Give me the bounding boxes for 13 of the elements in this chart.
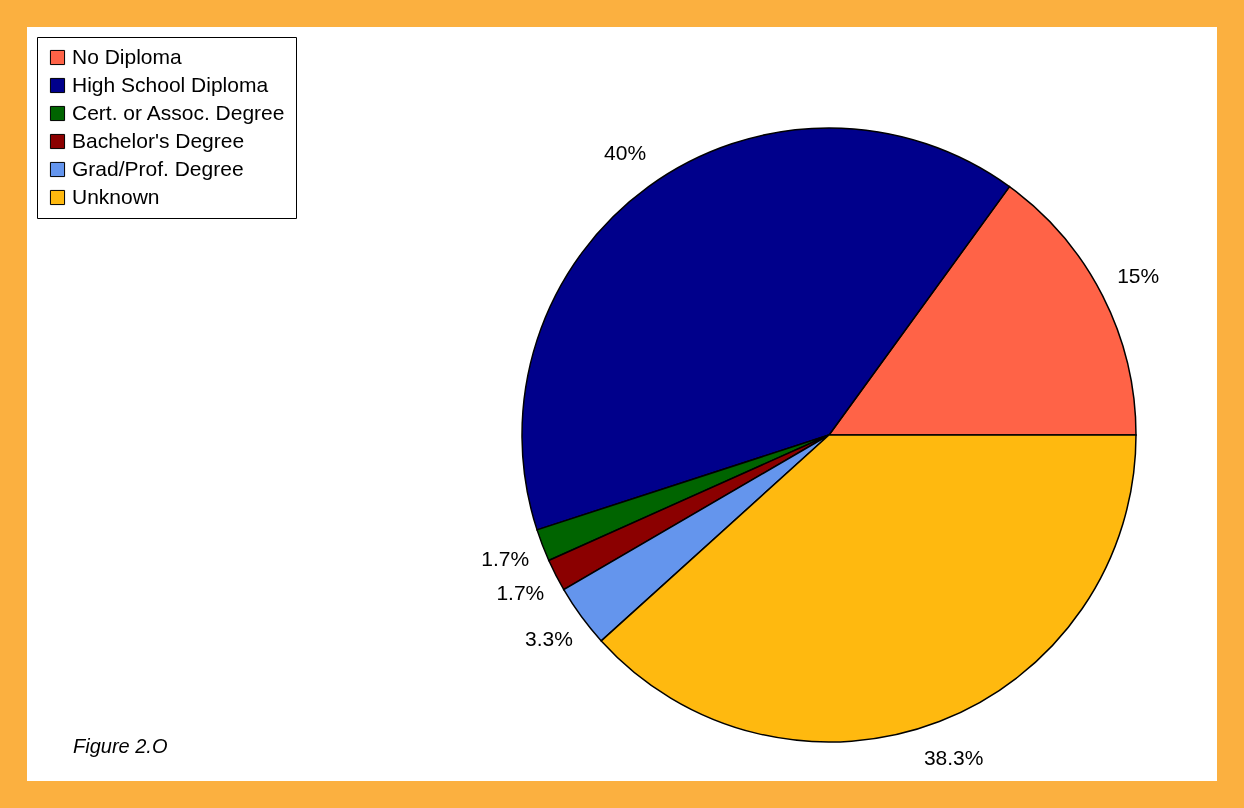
legend-label: Cert. or Assoc. Degree — [72, 100, 285, 124]
data-label: 40% — [604, 141, 647, 165]
legend-label: High School Diploma — [72, 72, 269, 96]
data-label: 1.7% — [496, 580, 545, 604]
data-label: 3.3% — [524, 626, 573, 650]
legend-label: Bachelor's Degree — [72, 128, 245, 152]
legend-label: Grad/Prof. Degree — [72, 156, 244, 180]
data-label: 1.7% — [481, 546, 530, 570]
legend-label: No Diploma — [72, 44, 183, 68]
data-label: 15% — [1117, 264, 1160, 288]
caption: Figure 2.O — [73, 735, 168, 757]
data-label: 38.3% — [923, 745, 984, 769]
legend-label: Unknown — [72, 184, 160, 208]
